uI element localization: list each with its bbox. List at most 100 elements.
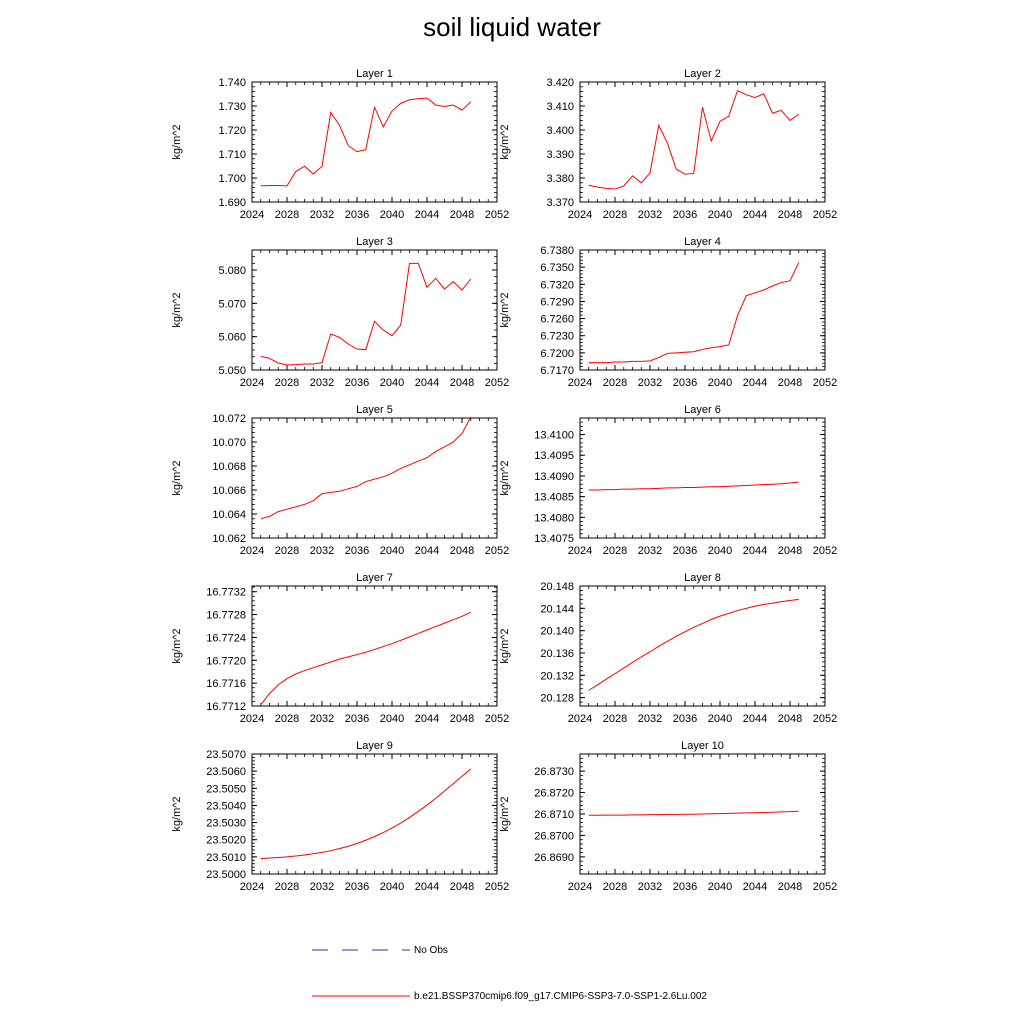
y-tick-label: 10.066 <box>212 485 246 497</box>
x-tick-label: 2036 <box>345 545 369 557</box>
x-tick-label: 2036 <box>673 881 697 893</box>
y-tick-label: 26.8710 <box>534 809 574 821</box>
y-tick-label: 5.070 <box>218 298 246 310</box>
y-tick-label: 10.068 <box>212 461 246 473</box>
y-tick-label: 20.132 <box>540 670 574 682</box>
y-tick-label: 23.5000 <box>206 869 246 881</box>
x-tick-label: 2044 <box>415 377 439 389</box>
x-tick-label: 2028 <box>603 713 627 725</box>
y-tick-label: 3.370 <box>546 197 574 209</box>
x-tick-label: 2044 <box>415 881 439 893</box>
panel-title: Layer 7 <box>356 572 393 584</box>
y-tick-label: 13.4090 <box>534 471 574 483</box>
y-tick-label: 23.5060 <box>206 766 246 778</box>
plot-frame <box>579 249 826 371</box>
x-tick-label: 2028 <box>603 545 627 557</box>
y-tick-label: 3.390 <box>546 149 574 161</box>
y-tick-label: 26.8700 <box>534 830 574 842</box>
y-tick-label: 26.8690 <box>534 852 574 864</box>
x-tick-label: 2044 <box>743 545 767 557</box>
panel-title: Layer 6 <box>684 404 721 416</box>
x-tick-label: 2048 <box>778 209 802 221</box>
x-tick-label: 2052 <box>813 209 837 221</box>
x-tick-label: 2048 <box>450 881 474 893</box>
y-tick-label: 10.072 <box>212 413 246 425</box>
x-tick-label: 2032 <box>310 377 334 389</box>
legend-label: b.e21.BSSP370cmip6.f09_g17.CMIP6-SSP3-7.… <box>414 991 707 1002</box>
y-axis-label: kg/m^2 <box>499 292 511 327</box>
y-tick-label: 13.4095 <box>534 450 574 462</box>
x-tick-label: 2036 <box>345 881 369 893</box>
panel-2: Layer 2 kg/m^2 2024 2028 2032 2036 2040 2044 204… <box>499 68 837 221</box>
panel-10: Layer 10 kg/m^2 2024 2028 2032 2036 2040 2044 20… <box>499 740 837 893</box>
y-tick-label: 16.7716 <box>206 678 246 690</box>
legend-entry: No Obs <box>312 945 448 956</box>
panel-title: Layer 5 <box>356 404 393 416</box>
panel-title: Layer 4 <box>684 236 721 248</box>
y-tick-label: 16.7712 <box>206 701 246 713</box>
y-tick-label: 23.5050 <box>206 783 246 795</box>
y-tick-label: 13.4100 <box>534 430 574 442</box>
x-tick-label: 2052 <box>485 881 509 893</box>
x-tick-label: 2036 <box>673 377 697 389</box>
y-tick-label: 16.7732 <box>206 587 246 599</box>
x-tick-label: 2040 <box>708 881 732 893</box>
panel-5: Layer 5 kg/m^2 2024 2028 2032 2036 2040 2044 204… <box>171 404 509 557</box>
x-tick-label: 2040 <box>380 545 404 557</box>
y-tick-label: 10.062 <box>212 533 246 545</box>
x-tick-label: 2036 <box>345 713 369 725</box>
series-line <box>588 481 799 491</box>
series-line <box>260 768 472 860</box>
x-tick-label: 2024 <box>240 377 264 389</box>
y-tick-label: 20.136 <box>540 648 574 660</box>
y-tick-label: 23.5010 <box>206 852 246 864</box>
x-tick-label: 2044 <box>743 881 767 893</box>
x-tick-label: 2040 <box>708 713 732 725</box>
x-tick-label: 2036 <box>345 209 369 221</box>
plot-frame <box>251 249 498 371</box>
x-tick-label: 2048 <box>778 377 802 389</box>
y-tick-label: 6.7320 <box>540 279 574 291</box>
panel-3: Layer 3 kg/m^2 2024 2028 2032 2036 2040 2044 204… <box>171 236 509 389</box>
x-tick-label: 2048 <box>450 209 474 221</box>
y-tick-label: 6.7380 <box>540 245 574 257</box>
y-tick-label: 23.5040 <box>206 800 246 812</box>
y-tick-label: 13.4085 <box>534 492 574 504</box>
y-tick-label: 23.5030 <box>206 818 246 830</box>
y-tick-label: 20.148 <box>540 581 574 593</box>
y-tick-label: 3.380 <box>546 173 574 185</box>
panel-6: Layer 6 kg/m^2 2024 2028 2032 2036 2040 2044 204… <box>499 404 837 557</box>
x-tick-label: 2052 <box>813 377 837 389</box>
plot-frame <box>579 81 826 203</box>
x-tick-label: 2024 <box>568 377 592 389</box>
series-line <box>260 416 472 520</box>
series-line <box>260 97 472 187</box>
y-tick-label: 3.400 <box>546 125 574 137</box>
x-tick-label: 2048 <box>450 713 474 725</box>
y-axis-label: kg/m^2 <box>499 796 511 831</box>
x-tick-label: 2048 <box>778 713 802 725</box>
panel-title: Layer 2 <box>684 68 721 80</box>
x-tick-label: 2048 <box>778 881 802 893</box>
x-tick-label: 2032 <box>310 881 334 893</box>
x-tick-label: 2040 <box>380 377 404 389</box>
y-tick-label: 16.7724 <box>206 632 246 644</box>
x-tick-label: 2052 <box>485 545 509 557</box>
legend-entry: b.e21.BSSP370cmip6.f09_g17.CMIP6-SSP3-7.… <box>312 991 707 1002</box>
legend-label: No Obs <box>414 945 448 956</box>
y-tick-label: 20.128 <box>540 693 574 705</box>
y-tick-label: 26.8730 <box>534 766 574 778</box>
x-tick-label: 2024 <box>240 209 264 221</box>
panel-title: Layer 1 <box>356 68 393 80</box>
plot-frame <box>251 585 498 707</box>
y-axis-label: kg/m^2 <box>171 460 183 495</box>
panel-4: Layer 4 kg/m^2 2024 2028 2032 2036 2040 2044 204… <box>499 236 837 389</box>
x-tick-label: 2024 <box>568 713 592 725</box>
x-tick-label: 2040 <box>380 881 404 893</box>
y-tick-label: 5.080 <box>218 265 246 277</box>
x-tick-label: 2032 <box>638 545 662 557</box>
x-tick-label: 2024 <box>568 545 592 557</box>
x-tick-label: 2024 <box>240 713 264 725</box>
x-tick-label: 2032 <box>310 209 334 221</box>
x-tick-label: 2052 <box>485 377 509 389</box>
